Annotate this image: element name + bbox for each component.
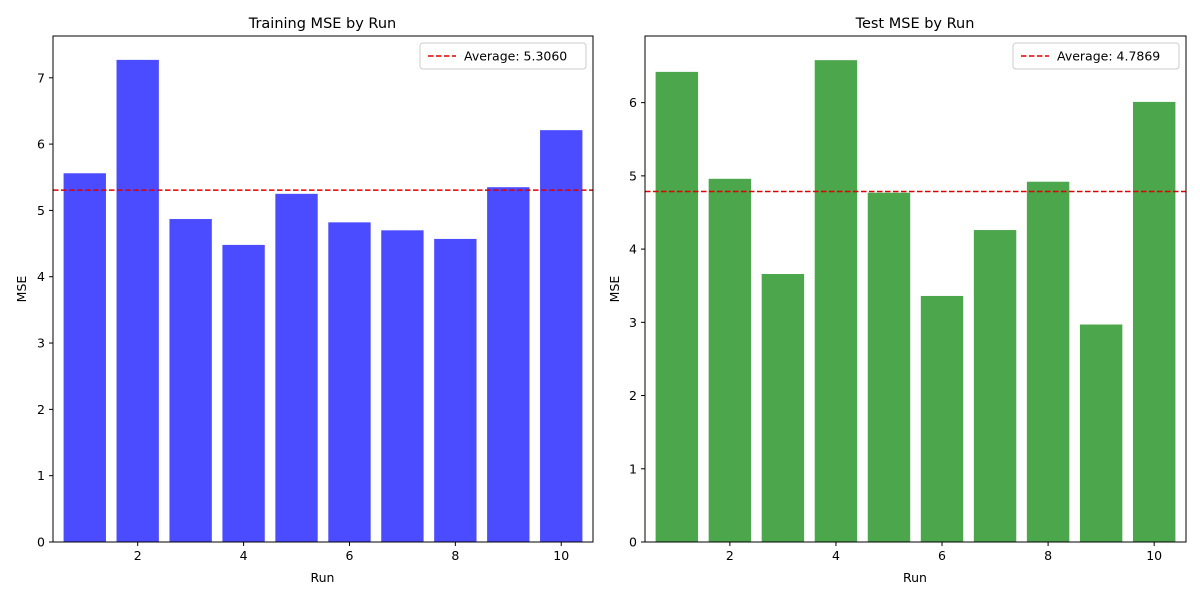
training-y-tick-label: 6 [37,137,45,152]
test-bar-run-7 [973,230,1017,542]
test-x-ticks: 2 4 6 8 10 [726,542,1162,563]
training-mse-panel: Training MSE by Run Run MSE 2 4 6 8 10 0 1 2 3 4… [14,16,594,585]
training-plot-frame [52,35,594,543]
test-chart-title: Test MSE by Run [855,16,975,32]
training-x-tick-label: 2 [134,548,142,563]
training-x-tick-label: 8 [451,548,459,563]
training-chart-title: Training MSE by Run [248,16,397,32]
training-y-ticks: 0 1 2 3 4 5 6 7 [37,70,53,550]
test-bars [655,60,1176,543]
training-legend-box [419,42,587,70]
test-y-ticks: 0 1 2 3 4 5 6 [629,95,645,550]
test-plot-frame [644,35,1187,543]
test-bar-run-8 [1026,181,1070,542]
test-bar-run-5 [867,192,911,542]
training-bar-run-10 [540,130,583,542]
test-bar-run-9 [1079,324,1123,542]
training-legend: Average: 5.3060 [419,42,587,70]
test-legend: Average: 4.7869 [1012,42,1180,70]
training-bar-run-1 [63,173,106,542]
test-x-tick-label: 2 [726,548,734,563]
test-y-tick-label: 3 [629,315,637,330]
test-bar-run-2 [708,178,752,542]
training-x-tick-label: 6 [345,548,353,563]
training-bar-run-4 [222,244,265,542]
training-y-tick-label: 5 [37,203,45,218]
training-y-tick-label: 2 [37,402,45,417]
test-mse-panel: Test MSE by Run Run MSE 2 4 6 8 10 0 1 2 3 4 5 6 A… [607,16,1187,585]
test-bar-run-6 [920,295,964,542]
test-y-tick-label: 2 [629,388,637,403]
training-y-tick-label: 0 [37,535,45,550]
training-bar-run-3 [169,219,212,542]
test-y-tick-label: 0 [629,535,637,550]
training-y-tick-label: 4 [37,269,45,284]
training-x-ticks: 2 4 6 8 10 [134,542,569,563]
test-y-tick-label: 5 [629,168,637,183]
training-bar-run-6 [328,222,371,542]
training-bar-run-9 [487,187,530,543]
training-y-tick-label: 3 [37,336,45,351]
training-x-tick-label: 4 [240,548,248,563]
test-y-tick-label: 4 [629,242,637,257]
test-bar-run-1 [655,71,699,542]
training-legend-label: Average: 5.3060 [464,49,567,64]
training-bar-run-5 [275,193,318,542]
training-x-axis-label: Run [311,570,335,585]
test-legend-box [1012,42,1180,70]
test-y-axis-label: MSE [607,276,622,303]
training-y-axis-label: MSE [14,276,29,303]
test-bar-run-10 [1132,101,1176,543]
training-bar-run-8 [434,238,477,542]
training-x-tick-label: 10 [553,548,569,563]
test-x-axis-label: Run [903,570,927,585]
test-bar-run-3 [761,273,805,542]
test-y-tick-label: 6 [629,95,637,110]
test-x-tick-label: 10 [1146,548,1162,563]
training-bar-run-7 [381,230,424,542]
test-x-tick-label: 8 [1044,548,1052,563]
training-bar-run-2 [116,59,159,543]
test-x-tick-label: 6 [938,548,946,563]
training-y-tick-label: 7 [37,70,45,85]
test-x-tick-label: 4 [832,548,840,563]
test-y-tick-label: 1 [629,461,637,476]
test-bar-run-4 [814,60,858,542]
test-legend-label: Average: 4.7869 [1057,49,1160,64]
training-bars [63,59,583,543]
training-y-tick-label: 1 [37,468,45,483]
